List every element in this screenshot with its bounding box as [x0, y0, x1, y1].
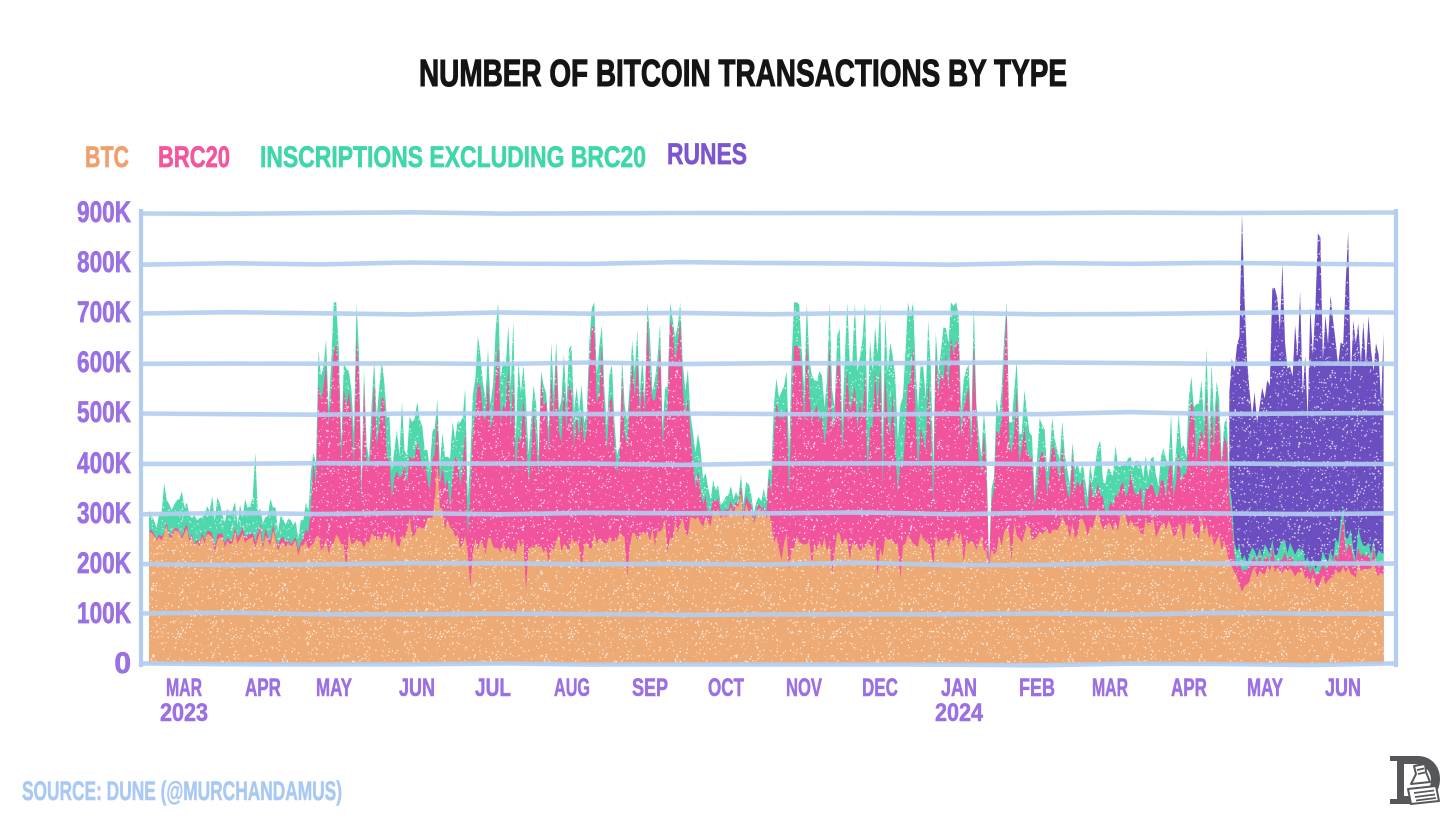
svg-text:MAY: MAY — [1247, 674, 1283, 702]
svg-text:JUN: JUN — [399, 674, 435, 702]
svg-text:FEB: FEB — [1019, 674, 1055, 702]
svg-text:SEP: SEP — [632, 674, 668, 702]
svg-text:BRC20: BRC20 — [158, 141, 230, 174]
svg-text:500K: 500K — [77, 396, 131, 429]
svg-text:200K: 200K — [77, 547, 131, 580]
svg-text:JUL: JUL — [475, 674, 511, 702]
svg-text:MAY: MAY — [316, 674, 352, 702]
svg-text:2024: 2024 — [935, 699, 983, 727]
svg-text:2023: 2023 — [160, 699, 208, 727]
svg-text:APR: APR — [245, 674, 281, 702]
svg-text:600K: 600K — [77, 346, 131, 379]
svg-text:SOURCE: DUNE (@MURCHANDAMUS): SOURCE: DUNE (@MURCHANDAMUS) — [22, 776, 342, 806]
svg-text:JAN: JAN — [941, 674, 977, 702]
svg-text:300K: 300K — [77, 497, 131, 530]
svg-text:900K: 900K — [77, 196, 131, 229]
svg-text:700K: 700K — [77, 296, 131, 329]
svg-text:AUG: AUG — [554, 674, 590, 702]
svg-text:NUMBER OF BITCOIN TRANSACTIONS: NUMBER OF BITCOIN TRANSACTIONS BY TYPE — [419, 53, 1067, 95]
svg-text:100K: 100K — [77, 597, 131, 630]
svg-text:NOV: NOV — [786, 674, 822, 702]
svg-text:MAR: MAR — [166, 674, 202, 702]
svg-text:MAR: MAR — [1092, 674, 1128, 702]
svg-text:INSCRIPTIONS EXCLUDING BRC20: INSCRIPTIONS EXCLUDING BRC20 — [260, 141, 646, 174]
svg-text:JUN: JUN — [1325, 674, 1361, 702]
svg-text:DEC: DEC — [862, 674, 898, 702]
svg-text:RUNES: RUNES — [667, 138, 747, 171]
svg-text:BTC: BTC — [85, 141, 129, 174]
svg-text:0: 0 — [114, 647, 131, 680]
svg-text:APR: APR — [1171, 674, 1207, 702]
svg-text:OCT: OCT — [708, 674, 744, 702]
svg-text:400K: 400K — [77, 447, 131, 480]
svg-text:800K: 800K — [77, 246, 131, 279]
